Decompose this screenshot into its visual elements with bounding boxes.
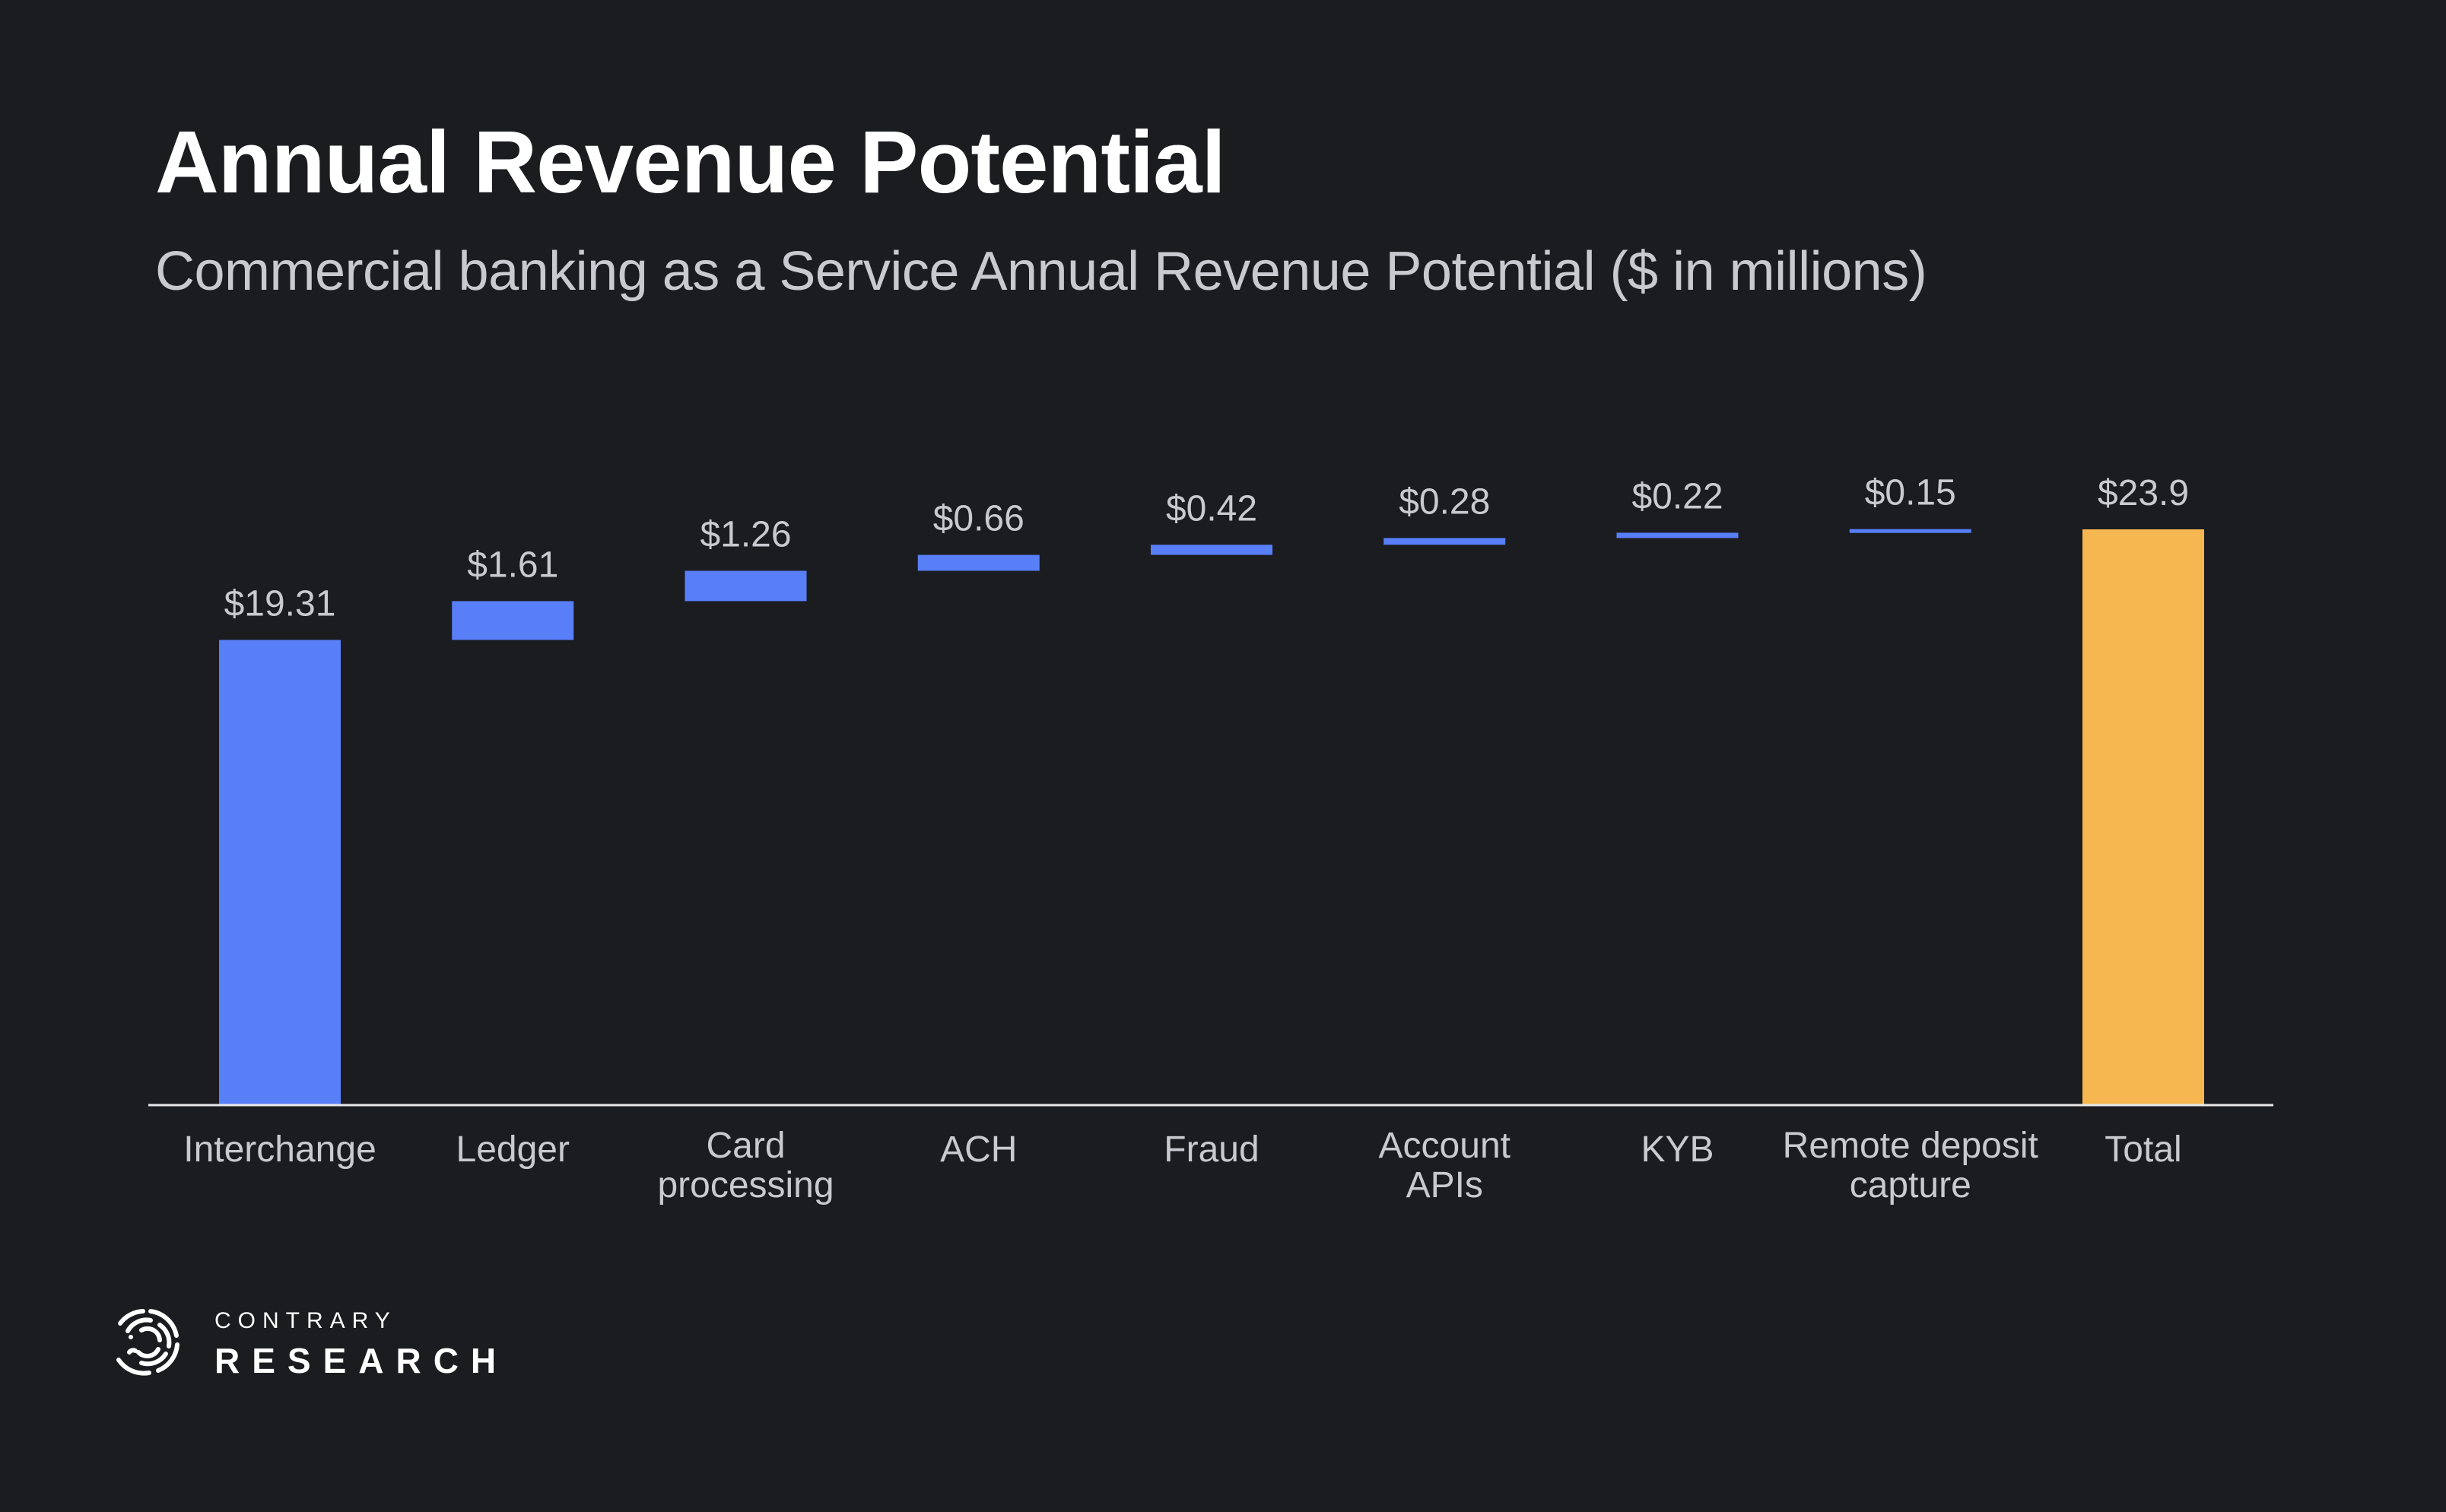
category-label: Card processing	[657, 1126, 834, 1205]
category-label-line: processing	[657, 1165, 834, 1205]
category-label: Interchange	[183, 1129, 376, 1170]
logo-wordmark-bottom: RESEARCH	[214, 1340, 509, 1380]
category-label-line: Card	[706, 1126, 785, 1166]
category-label-line: capture	[1850, 1165, 1971, 1205]
data-label: $19.31	[224, 583, 336, 624]
bar-remote-deposit-capture	[1849, 529, 1971, 533]
bar-account-apis	[1383, 538, 1506, 545]
data-label: $1.61	[467, 545, 558, 585]
category-label: Account APIs	[1379, 1126, 1510, 1205]
contrary-research-logo: CONTRARY RESEARCH	[113, 1305, 508, 1382]
category-label-line: ACH	[940, 1129, 1017, 1170]
category-label-line: Ledger	[456, 1129, 570, 1170]
category-label: Total	[2105, 1129, 2181, 1170]
chart-subtitle: Commercial banking as a Service Annual R…	[155, 241, 1927, 302]
data-label: $0.15	[1865, 473, 1956, 513]
category-label: Ledger	[456, 1129, 570, 1170]
bars-group	[219, 529, 2204, 1105]
category-label-line: Interchange	[183, 1129, 376, 1170]
logo-wordmark-top: CONTRARY	[214, 1307, 397, 1333]
category-label-line: KYB	[1641, 1129, 1714, 1170]
category-label-line: Total	[2105, 1129, 2181, 1170]
category-label: Fraud	[1164, 1129, 1259, 1170]
category-labels-group: Interchange Ledger Card processing ACH Fraud A…	[183, 1126, 2181, 1205]
contrary-logo-icon	[113, 1305, 181, 1382]
category-label: KYB	[1641, 1129, 1714, 1170]
bar-ach	[917, 554, 1040, 571]
bar-kyb	[1616, 532, 1739, 538]
data-label: $1.26	[700, 514, 791, 554]
category-label-line: Fraud	[1164, 1129, 1259, 1170]
data-label: $0.42	[1166, 488, 1257, 529]
data-label: $0.66	[933, 499, 1024, 539]
bar-interchange	[219, 640, 341, 1105]
bar-fraud	[1151, 545, 1272, 555]
chart-title: Annual Revenue Potential	[155, 113, 1226, 211]
category-label-line: APIs	[1406, 1165, 1483, 1205]
category-label-line: Remote deposit	[1783, 1126, 2038, 1166]
data-label: $23.9	[2098, 473, 2189, 513]
category-label: ACH	[940, 1129, 1017, 1170]
bar-ledger	[452, 601, 574, 640]
data-label: $0.28	[1399, 481, 1490, 522]
category-label-line: Account	[1379, 1126, 1510, 1166]
data-label: $0.22	[1631, 476, 1723, 516]
bar-card-processing	[685, 570, 807, 602]
bar-total	[2082, 529, 2204, 1105]
category-label: Remote deposit capture	[1783, 1126, 2038, 1205]
value-labels-group: $19.31 $1.61 $1.26 $0.66 $0.42 $0.28 $0.22 $0.1…	[224, 473, 2189, 624]
